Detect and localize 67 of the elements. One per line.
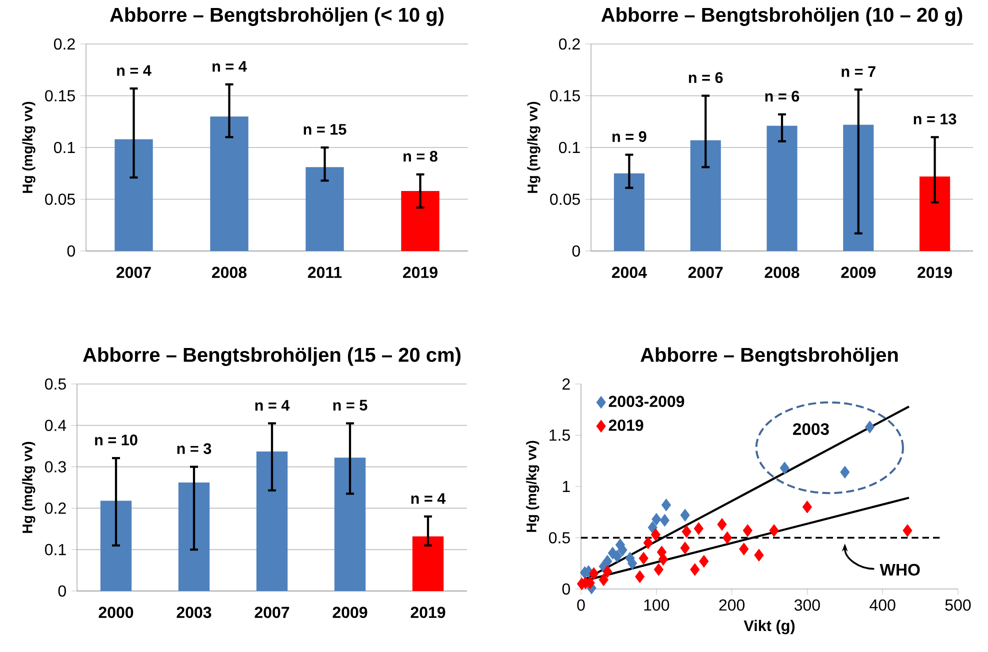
y-tick-label: 0 <box>572 245 580 257</box>
x-tick-label: 2000 <box>98 606 134 618</box>
x-tick-label: 200 <box>719 599 745 611</box>
y-tick-label: 0.2 <box>44 502 66 514</box>
x-tick-label: 500 <box>945 599 971 611</box>
annotation: n = 4 <box>411 493 446 504</box>
x-tick-label: 100 <box>644 599 670 611</box>
y-axis-title: Hg (mg/kg vv) <box>527 102 540 193</box>
x-tick-label: 400 <box>870 599 896 611</box>
annotation: n = 10 <box>95 434 138 446</box>
x-tick-label: 2011 <box>308 266 342 278</box>
y-axis-title: Hg (mg/kg vv) <box>22 102 36 193</box>
x-tick-label: 300 <box>794 599 820 611</box>
x-tick-label: 2019 <box>410 606 446 618</box>
x-tick-label: 2008 <box>764 266 800 278</box>
chart-title: Abborre – Bengtsbrohöljen (10 – 20 g) <box>601 7 962 26</box>
annotation: n = 8 <box>404 150 438 162</box>
annotation: n = 4 <box>255 400 290 411</box>
y-tick-label: 0.2 <box>558 38 580 50</box>
annotation: n = 6 <box>765 90 800 102</box>
legend-label: 2003-2009 <box>608 396 684 408</box>
annotation: n = 4 <box>117 65 152 76</box>
y-tick-label: 2 <box>562 378 570 390</box>
y-tick-label: 1 <box>562 480 570 492</box>
annotation: n = 5 <box>333 400 368 411</box>
y-tick-label: 0.15 <box>550 90 580 102</box>
annotation: n = 6 <box>688 72 723 84</box>
y-axis-title: Hg (mg/kg vv) <box>526 440 540 532</box>
x-tick-label: 2009 <box>332 606 368 618</box>
x-tick-label: 2019 <box>918 266 952 278</box>
x-tick-label: 2007 <box>254 606 290 618</box>
annotation: n = 15 <box>304 124 346 135</box>
y-tick-label: 0.3 <box>44 461 66 472</box>
annotation: n = 4 <box>212 61 247 72</box>
y-tick-label: 0.5 <box>548 532 570 544</box>
y-tick-label: 0 <box>562 583 570 595</box>
x-tick-label: 2007 <box>116 266 151 278</box>
chart-title: Abborre – Bengtsbrohöljen (15 – 20 cm) <box>83 347 460 366</box>
x-tick-label: 2007 <box>688 266 723 278</box>
y-tick-label: 1.5 <box>550 430 570 441</box>
y-tick-label: 0.15 <box>45 90 75 102</box>
legend-label: 2019 <box>608 420 644 431</box>
chart-title: Abborre – Bengtsbrohöljen (< 10 g) <box>110 7 444 26</box>
y-tick-label: 0.1 <box>558 142 580 154</box>
x-tick-label: 2003 <box>176 606 212 618</box>
x-tick-label: 2009 <box>841 266 876 278</box>
y-tick-label: 0.2 <box>54 38 75 50</box>
annotation: 2003 <box>793 423 829 435</box>
y-tick-label: 0.4 <box>44 420 66 432</box>
legend-label: WHO <box>880 564 920 576</box>
annotation: n = 9 <box>612 131 646 142</box>
y-axis-title: Hg (mg/kg vv) <box>22 442 36 533</box>
y-tick-label: 0.05 <box>45 194 75 205</box>
y-tick-label: 0 <box>67 245 75 257</box>
x-tick-label: 2019 <box>403 266 438 278</box>
y-tick-label: 0 <box>58 585 66 597</box>
chart-title: Abborre – Bengtsbrohöljen <box>640 347 898 366</box>
x-axis-title: Vikt (g) <box>744 620 795 634</box>
y-tick-label: 0.05 <box>550 194 580 205</box>
annotation: n = 3 <box>177 443 212 454</box>
x-tick-label: 2008 <box>212 266 247 278</box>
annotation: n = 13 <box>914 114 956 124</box>
y-tick-label: 0.1 <box>54 142 75 154</box>
y-tick-label: 0.1 <box>44 544 66 556</box>
y-tick-label: 0.5 <box>44 378 66 390</box>
x-tick-label: 2004 <box>612 266 647 278</box>
annotation: n = 7 <box>842 66 876 77</box>
